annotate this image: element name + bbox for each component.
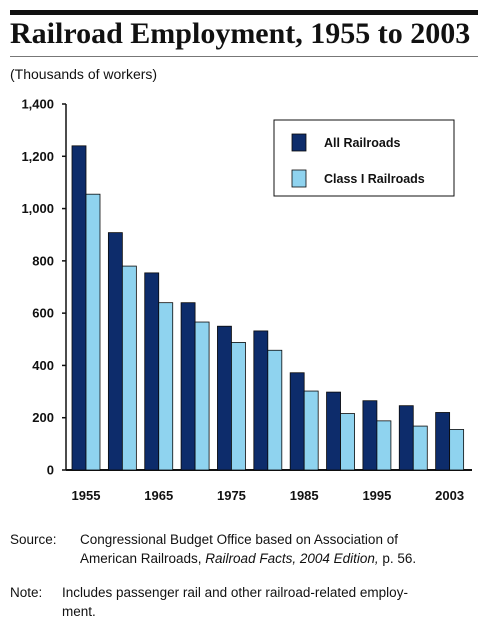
y-tick-label: 0: [47, 463, 54, 478]
bar-all-railroads: [253, 330, 269, 471]
x-tick-label: 1985: [290, 488, 319, 503]
bar-all-railroads: [362, 400, 378, 471]
bar-all-railroads: [180, 302, 196, 471]
y-tick-label: 400: [32, 358, 54, 373]
bar-class-i-railroads: [121, 265, 137, 471]
note-line-2: ment.: [62, 604, 96, 619]
bar-class-i-railroads: [158, 302, 174, 471]
source-line-1: Congressional Budget Office based on Ass…: [80, 532, 398, 547]
source-line-2-italic: Railroad Facts, 2004 Edition,: [205, 551, 379, 566]
bar-class-i-railroads: [194, 321, 210, 471]
source-label: Source:: [10, 532, 57, 547]
source-line-2-b: p. 56.: [378, 551, 417, 566]
bar-class-i-railroads: [412, 425, 428, 471]
bar-chart: 0 200 400 600 800 1,000 1,200 1,400 1955 1965 1975…: [21, 97, 472, 503]
bar-all-railroads: [107, 232, 123, 471]
bar-class-i-railroads: [267, 349, 283, 471]
y-tick-label: 600: [32, 306, 54, 321]
bar-class-i-railroads: [376, 420, 392, 471]
bar-class-i-railroads: [231, 342, 246, 471]
chart-title: Railroad Employment, 1955 to 2003: [10, 17, 471, 50]
bar-all-railroads: [326, 391, 341, 471]
x-tick-label: 1965: [144, 488, 173, 503]
source-line-2-a: American Railroads,: [80, 551, 206, 566]
bar-class-i-railroads: [340, 413, 355, 471]
bar-all-railroads: [289, 372, 305, 471]
note-line-1: Includes passenger rail and other railro…: [62, 585, 408, 600]
legend-swatch-class-i-railroads: [291, 169, 307, 188]
y-tick-label: 1,000: [21, 201, 54, 216]
x-tick-label: 1995: [362, 488, 391, 503]
bar-all-railroads: [144, 272, 160, 471]
legend-box: [273, 119, 455, 197]
y-tick-label: 200: [32, 410, 54, 425]
bar-all-railroads: [435, 412, 451, 471]
x-tick-label: 2003: [435, 488, 464, 503]
legend-swatch-all-railroads: [291, 133, 307, 152]
y-tick-label: 1,400: [21, 97, 54, 112]
bar-all-railroads: [217, 325, 232, 471]
bar-class-i-railroads: [85, 193, 101, 471]
legend-label: Class I Railroads: [324, 172, 425, 186]
bar-all-railroads: [398, 405, 414, 471]
title-rule: [10, 56, 478, 57]
chart-subtitle: (Thousands of workers): [10, 66, 158, 82]
y-tick-label: 1,200: [21, 149, 54, 164]
bar-all-railroads: [71, 145, 87, 471]
source-line-2: American Railroads, Railroad Facts, 2004…: [80, 549, 416, 568]
y-tick-label: 800: [32, 253, 54, 268]
top-rule: [10, 10, 478, 15]
bar-class-i-railroads: [303, 390, 319, 471]
legend-label: All Railroads: [324, 136, 400, 150]
x-tick-label: 1955: [72, 488, 101, 503]
bar-class-i-railroads: [449, 429, 465, 471]
x-tick-label: 1975: [217, 488, 246, 503]
note-label: Note:: [10, 585, 43, 600]
